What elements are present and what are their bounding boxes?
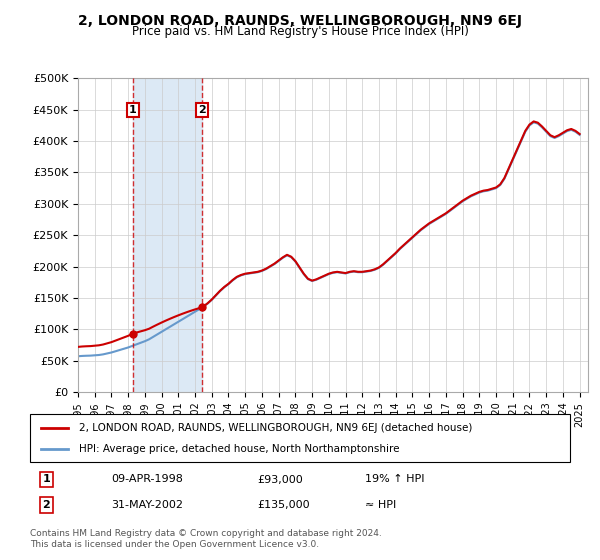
Text: 09-APR-1998: 09-APR-1998: [111, 474, 183, 484]
Text: £93,000: £93,000: [257, 474, 302, 484]
FancyBboxPatch shape: [30, 414, 570, 462]
Text: Contains HM Land Registry data © Crown copyright and database right 2024.
This d: Contains HM Land Registry data © Crown c…: [30, 529, 382, 549]
Text: 31-MAY-2002: 31-MAY-2002: [111, 500, 183, 510]
Text: 2: 2: [198, 105, 206, 115]
Text: 19% ↑ HPI: 19% ↑ HPI: [365, 474, 424, 484]
Text: 2, LONDON ROAD, RAUNDS, WELLINGBOROUGH, NN9 6EJ: 2, LONDON ROAD, RAUNDS, WELLINGBOROUGH, …: [78, 14, 522, 28]
Text: 1: 1: [129, 105, 137, 115]
Bar: [133, 78, 202, 392]
Text: ≈ HPI: ≈ HPI: [365, 500, 396, 510]
Text: 2, LONDON ROAD, RAUNDS, WELLINGBOROUGH, NN9 6EJ (detached house): 2, LONDON ROAD, RAUNDS, WELLINGBOROUGH, …: [79, 423, 472, 433]
Text: £135,000: £135,000: [257, 500, 310, 510]
Text: HPI: Average price, detached house, North Northamptonshire: HPI: Average price, detached house, Nort…: [79, 444, 399, 454]
Text: 1: 1: [43, 474, 50, 484]
Text: 2: 2: [43, 500, 50, 510]
Text: Price paid vs. HM Land Registry's House Price Index (HPI): Price paid vs. HM Land Registry's House …: [131, 25, 469, 38]
